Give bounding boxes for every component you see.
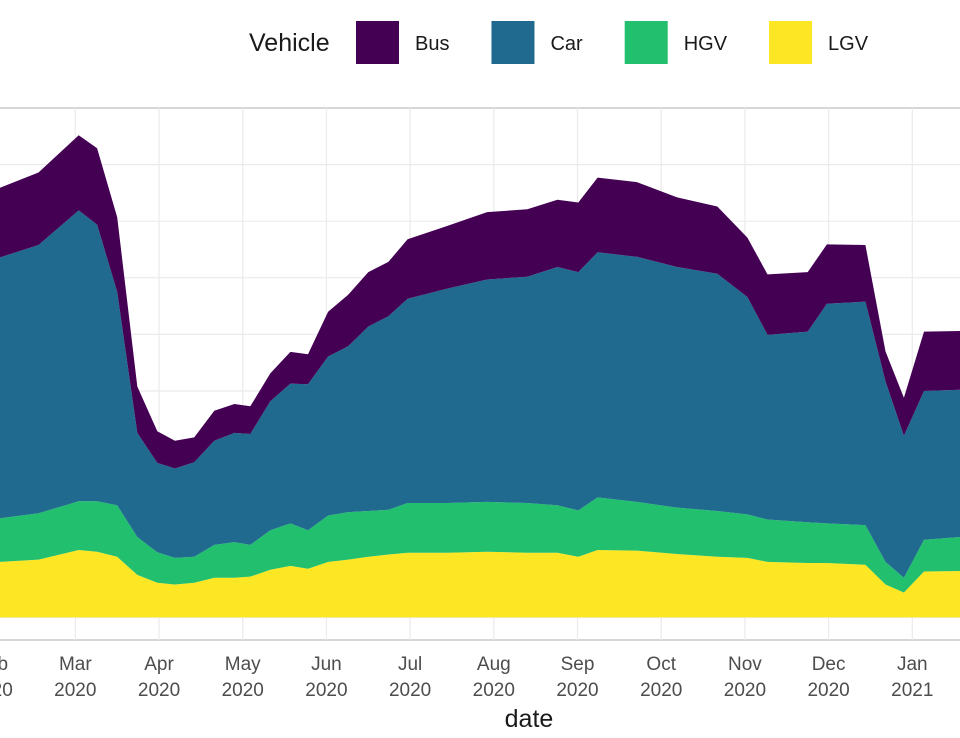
area — [0, 210, 960, 578]
x-tick-label: Oct 2020 — [640, 654, 682, 701]
x-tick-label: Aug 2020 — [473, 654, 515, 701]
area — [0, 135, 960, 469]
x-tick-label: May 2020 — [222, 654, 264, 701]
x-axis-title: date — [505, 705, 554, 733]
legend-swatch — [624, 21, 668, 64]
legend-label: HGV — [684, 33, 728, 55]
x-tick-label: Jun 2020 — [305, 654, 347, 701]
area — [0, 497, 960, 593]
x-tick-label: Feb2020 — [0, 654, 13, 701]
x-tick-label: Mar 2020 — [54, 654, 96, 701]
legend-label: Bus — [415, 33, 449, 55]
x-tick-label: Nov 2020 — [724, 654, 766, 701]
x-tick-label: Apr 2020 — [138, 654, 180, 701]
x-tick-label: Dec 2020 — [807, 654, 849, 701]
legend-swatch — [769, 21, 813, 64]
plot-panel — [0, 107, 960, 641]
area — [0, 550, 960, 618]
legend-label: LGV — [828, 33, 869, 55]
x-tick-label: Sep 2020 — [556, 654, 598, 701]
legend-label: Car — [550, 33, 583, 55]
x-tick-label: Jul 2020 — [389, 654, 431, 701]
legend-swatch — [356, 21, 399, 64]
legend-title: Vehicle — [249, 29, 330, 57]
x-tick-label: Jan 2021 — [891, 654, 933, 701]
legend-swatch — [491, 21, 535, 64]
